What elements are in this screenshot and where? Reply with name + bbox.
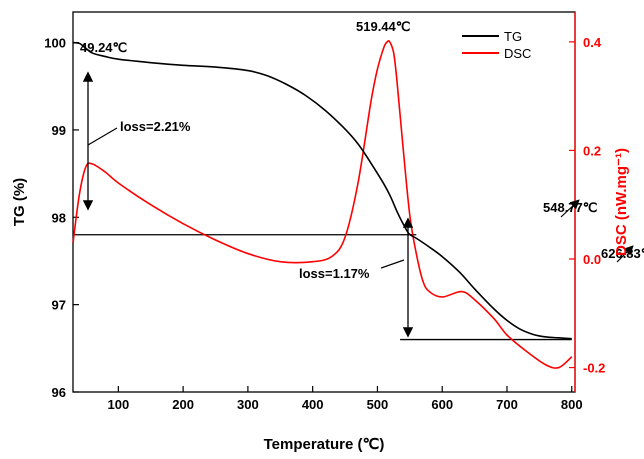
right-axis-ticks: -0.2 0.0 0.2 0.4 [569, 35, 605, 376]
point-626-pointer [616, 245, 634, 263]
x-tick-label: 800 [561, 397, 583, 412]
loss-1-pointer [87, 127, 118, 146]
series-line-dsc [72, 40, 573, 369]
x-tick-label: 300 [237, 397, 259, 412]
x-tick-label: 400 [302, 397, 324, 412]
y-axis-title-right: DSC (nW.mg⁻¹) [613, 148, 630, 256]
x-tick-label: 200 [172, 397, 194, 412]
x-tick-label: 500 [367, 397, 389, 412]
y-left-tick-label: 99 [52, 123, 66, 138]
annotation-arrows [82, 71, 634, 338]
y-right-tick-label: 0.0 [583, 252, 601, 267]
annotation-peak-519: 519.44℃ [356, 19, 410, 34]
series-line-tg [72, 41, 572, 340]
y-right-tick-label: 0.2 [583, 143, 601, 158]
reference-lines [73, 234, 572, 341]
y-left-tick-label: 97 [52, 298, 66, 313]
x-tick-label: 100 [107, 397, 129, 412]
annotation-point-626: 626.83℃ [601, 246, 644, 261]
y-left-tick-label: 100 [44, 36, 66, 51]
y-axis-title-left: TG (%) [11, 178, 28, 226]
annotation-loss-1: loss=2.21% [120, 119, 191, 134]
annotation-point-548: 548.77℃ [543, 200, 597, 215]
y-left-tick-label: 98 [52, 210, 66, 225]
annotation-loss-2: loss=1.17% [299, 266, 370, 281]
legend-label-tg: TG [504, 29, 522, 44]
y-left-tick-label: 96 [52, 385, 66, 400]
point-548-pointer [560, 199, 580, 218]
y-right-tick-label: 0.4 [583, 35, 602, 50]
left-axis-ticks: 96 97 98 99 100 [44, 36, 79, 400]
x-tick-label: 700 [496, 397, 518, 412]
x-axis-title: Temperature (℃) [264, 436, 385, 453]
x-axis-ticks: 100 200 300 400 500 600 700 800 [107, 386, 583, 412]
x-tick-label: 600 [431, 397, 453, 412]
plot-frame [72, 11, 576, 393]
loss-2-pointer [380, 259, 405, 269]
annotation-peak-49: 49.24℃ [80, 40, 127, 55]
legend: TG DSC [462, 29, 531, 61]
y-right-tick-label: -0.2 [583, 361, 605, 376]
legend-label-dsc: DSC [504, 46, 531, 61]
